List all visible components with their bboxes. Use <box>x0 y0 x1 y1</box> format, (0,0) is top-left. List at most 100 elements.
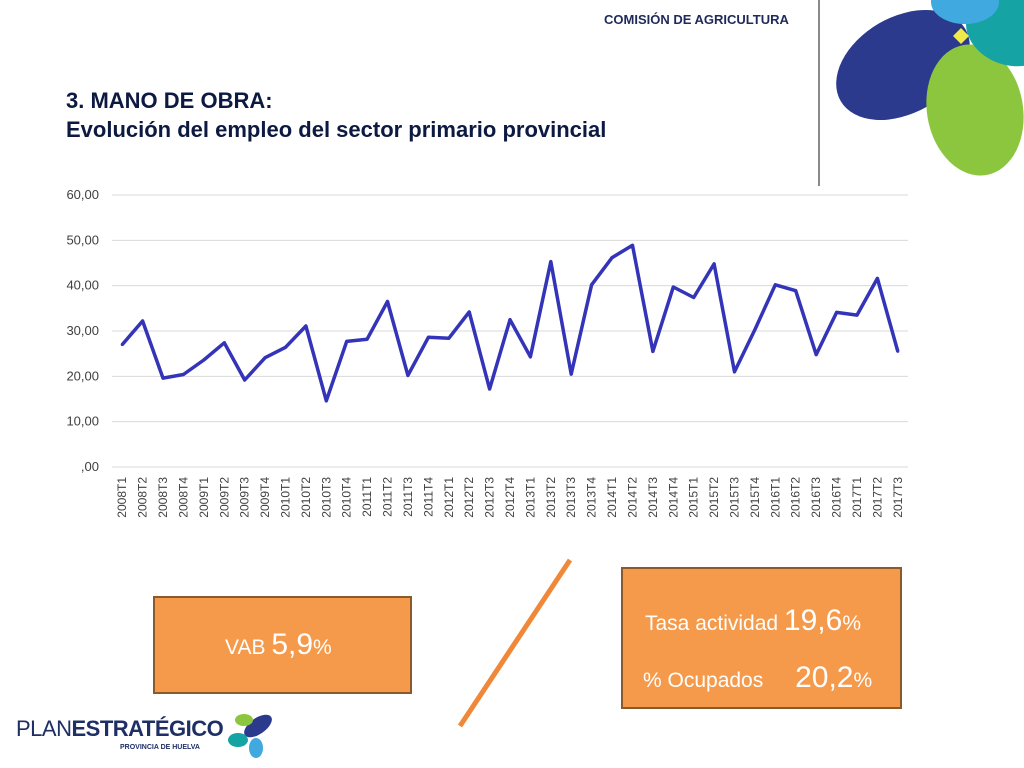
x-tick-label: 2013T4 <box>585 477 599 518</box>
data-point <box>651 349 655 353</box>
y-tick-label: 10,00 <box>66 414 99 429</box>
x-tick-label: 2008T3 <box>156 477 170 518</box>
data-point <box>835 310 839 314</box>
x-tick-label: 2009T3 <box>238 477 252 518</box>
data-point <box>814 353 818 357</box>
data-point <box>243 378 247 382</box>
tasa-value: 19,6 <box>783 604 843 637</box>
y-tick-label: 20,00 <box>66 368 99 383</box>
data-point <box>161 376 165 380</box>
flower-logo-icon <box>836 0 1024 176</box>
data-point <box>508 318 512 322</box>
data-point <box>671 285 675 289</box>
data-point <box>283 345 287 349</box>
data-point <box>569 372 573 376</box>
x-tick-label: 2009T1 <box>197 477 211 518</box>
tasa-label: Tasa actividad <box>645 612 779 635</box>
divider-line <box>818 0 820 186</box>
data-point <box>304 324 308 328</box>
data-point <box>324 399 328 403</box>
data-point <box>120 343 124 347</box>
plan-estrategico-logo: PLANESTRATÉGICO PROVINCIA DE HUELVA <box>16 714 272 758</box>
x-tick-label: 2015T1 <box>687 477 701 518</box>
logo-estrategico: ESTRATÉGICO <box>71 716 224 741</box>
data-point <box>386 300 390 304</box>
data-point <box>406 373 410 377</box>
y-tick-label: 60,00 <box>66 187 99 202</box>
ocupados-label: % Ocupados <box>643 669 764 692</box>
x-tick-label: 2012T2 <box>462 477 476 518</box>
ocupados-value: 20,2 <box>795 661 854 694</box>
x-tick-label: 2008T4 <box>176 477 190 518</box>
data-point <box>875 276 879 280</box>
ocupados-unit: % <box>853 669 873 692</box>
commission-label: COMISIÓN DE AGRICULTURA <box>604 12 789 27</box>
x-tick-label: 2011T2 <box>381 477 395 517</box>
x-tick-label: 2014T2 <box>625 477 639 518</box>
data-point <box>181 373 185 377</box>
x-tick-label: 2014T3 <box>646 477 660 518</box>
data-point <box>426 335 430 339</box>
x-tick-label: 2015T3 <box>728 477 742 518</box>
data-point <box>753 328 757 332</box>
petal-blue <box>931 0 999 24</box>
vab-label: VAB <box>225 636 266 659</box>
x-tick-label: 2010T2 <box>299 477 313 518</box>
series-line <box>120 243 900 403</box>
data-point <box>692 295 696 299</box>
tasa-unit: % <box>842 612 861 635</box>
data-point <box>365 337 369 341</box>
x-tick-label: 2014T1 <box>605 477 619 518</box>
data-point <box>222 341 226 345</box>
vab-unit: % <box>313 636 332 659</box>
x-tick-label: 2013T1 <box>523 477 537 518</box>
vab-box: VAB 5,9% <box>153 596 412 694</box>
y-tick-label: 30,00 <box>66 323 99 338</box>
data-point <box>733 370 737 374</box>
logo-flower-icon <box>228 714 272 758</box>
x-tick-label: 2015T4 <box>748 477 762 518</box>
data-point <box>528 355 532 359</box>
x-tick-label: 2013T3 <box>564 477 578 518</box>
x-tick-label: 2010T4 <box>340 477 354 518</box>
x-tick-label: 2016T3 <box>809 477 823 518</box>
vab-value: 5,9 <box>271 628 314 661</box>
data-point <box>467 310 471 314</box>
x-tick-label: 2015T2 <box>707 477 721 518</box>
data-point <box>141 319 145 323</box>
x-tick-label: 2012T3 <box>483 477 497 518</box>
x-tick-label: 2011T1 <box>360 477 374 517</box>
x-tick-label: 2013T2 <box>544 477 558 518</box>
x-tick-label: 2012T1 <box>442 477 456 518</box>
logo-subtitle: PROVINCIA DE HUELVA <box>120 744 200 751</box>
data-point <box>610 256 614 260</box>
data-point <box>345 339 349 343</box>
x-tick-label: 2008T1 <box>115 477 129 518</box>
x-tick-label: 2010T3 <box>319 477 333 518</box>
data-point <box>855 313 859 317</box>
x-tick-label: 2016T4 <box>830 477 844 518</box>
data-point <box>447 336 451 340</box>
x-tick-label: 2012T4 <box>503 477 517 518</box>
y-tick-label: 50,00 <box>66 232 99 247</box>
petal-green <box>926 44 1024 176</box>
x-tick-label: 2014T4 <box>666 477 680 518</box>
data-point <box>202 358 206 362</box>
data-point <box>896 349 900 353</box>
data-point <box>488 387 492 391</box>
title-line2: Evolución del empleo del sector primario… <box>66 117 607 142</box>
x-tick-label: 2011T3 <box>401 477 415 517</box>
x-tick-label: 2011T4 <box>421 477 435 517</box>
data-point <box>549 260 553 264</box>
x-tick-label: 2009T2 <box>217 477 231 518</box>
data-point <box>794 289 798 293</box>
y-tick-label: 40,00 <box>66 278 99 293</box>
page-title: 3. MANO DE OBRA: Evolución del empleo de… <box>66 86 606 144</box>
x-tick-label: 2017T1 <box>850 477 864 518</box>
x-tick-label: 2016T2 <box>789 477 803 518</box>
employment-line-chart: ,00 10,00 20,00 30,00 40,00 50,00 60,00 2008T1 2… <box>66 187 908 518</box>
data-point <box>773 283 777 287</box>
x-tick-label: 2010T1 <box>278 477 292 518</box>
x-tick-label: 2017T3 <box>891 477 905 518</box>
y-tick-label: ,00 <box>81 459 99 474</box>
